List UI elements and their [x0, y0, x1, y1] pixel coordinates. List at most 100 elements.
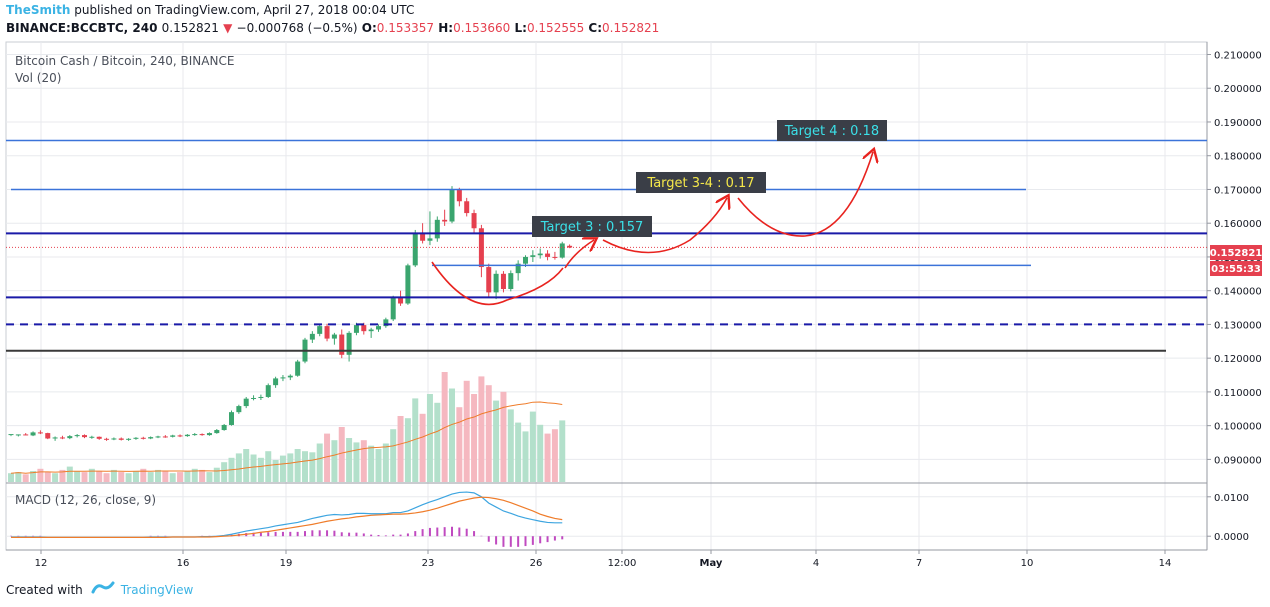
candle: [214, 429, 220, 434]
publish-line: TheSmith published on TradingView.com, A…: [6, 3, 414, 17]
candle: [45, 432, 51, 440]
candle-body: [148, 437, 154, 439]
candle: [545, 250, 551, 261]
candle-body: [537, 253, 543, 256]
published-text: published on TradingView.com, April 27, …: [70, 3, 415, 17]
candle-body: [449, 189, 455, 222]
macd-tick-label: 0.0000: [1214, 532, 1249, 543]
volume-bar: [515, 422, 522, 482]
candle: [559, 241, 565, 259]
candle: [471, 209, 477, 234]
candle-body: [508, 273, 514, 289]
volume-bar: [537, 424, 544, 482]
candle: [251, 395, 257, 401]
candle: [530, 250, 536, 262]
x-tick-label: 12:00: [608, 558, 637, 569]
candle-body: [500, 273, 506, 289]
volume-bar: [471, 394, 478, 482]
candle: [331, 332, 337, 345]
candle: [170, 434, 176, 438]
candle-body: [229, 412, 234, 425]
candle-body: [265, 385, 271, 397]
volume-bar: [52, 473, 59, 482]
candle: [199, 433, 205, 436]
candle-body: [118, 438, 124, 440]
author-link[interactable]: TheSmith: [6, 3, 71, 17]
candle-body: [552, 256, 558, 258]
candle-body: [15, 434, 21, 436]
candle: [405, 263, 411, 305]
y-tick-label: 0.090000: [1214, 455, 1262, 466]
y-tick-label: 0.160000: [1214, 219, 1262, 230]
candle: [118, 437, 124, 441]
candle-body: [331, 334, 337, 339]
candle: [258, 394, 264, 401]
candle: [111, 437, 117, 441]
y-tick-label: 0.170000: [1214, 185, 1262, 196]
volume-bar: [529, 411, 536, 482]
x-tick-label: 14: [1159, 558, 1172, 569]
candle: [15, 434, 21, 437]
candle-body: [368, 329, 374, 332]
x-tick-label: 7: [916, 558, 922, 569]
candle-body: [317, 326, 323, 334]
candle: [126, 438, 132, 441]
candle: [82, 434, 87, 439]
volume-bar: [110, 469, 117, 482]
volume-bar: [294, 449, 301, 482]
candle-body: [89, 436, 95, 438]
volume-bar: [287, 453, 294, 482]
volume-bar: [353, 442, 360, 482]
open-label: O:: [361, 21, 377, 35]
volume-bar: [184, 471, 191, 482]
candle: [464, 197, 470, 217]
volume-bar: [243, 449, 250, 482]
candle: [339, 329, 345, 359]
y-tick-label: 0.100000: [1214, 422, 1262, 433]
volume-bar: [434, 402, 441, 482]
candle-body: [236, 406, 242, 413]
candle-body: [199, 434, 205, 436]
volume-bar: [206, 472, 213, 482]
candle-body: [280, 377, 286, 379]
x-tick-label: 19: [280, 558, 293, 569]
volume-bar: [500, 391, 507, 482]
candle-body: [567, 245, 573, 248]
candle: [309, 331, 315, 343]
chart-title: Bitcoin Cash / Bitcoin, 240, BINANCE: [15, 54, 234, 68]
macd-legend: MACD (12, 26, close, 9): [15, 493, 156, 507]
target4-arrow: [737, 152, 873, 237]
candle-body: [221, 424, 227, 431]
candle: [162, 435, 168, 438]
candle-body: [140, 437, 146, 439]
candle-body: [45, 433, 51, 439]
ohlc-line: BINANCE:BCCBTC, 240 0.152821 ▼ −0.000768…: [6, 21, 659, 35]
volume-bar: [551, 429, 558, 482]
price-tag-box: [1210, 245, 1262, 260]
candle-body: [478, 228, 484, 268]
target-label: Target 3 : 0.157: [532, 216, 652, 237]
down-arrow-icon: ▼: [223, 21, 233, 35]
volume-bar: [507, 409, 514, 482]
volume-bar: [22, 474, 29, 482]
target34-arrow: [602, 198, 727, 254]
volume-bar: [360, 440, 367, 482]
candle: [140, 436, 146, 440]
volume-bar: [382, 443, 389, 482]
candle: [37, 430, 43, 435]
close-value: 0.152821: [602, 21, 660, 35]
candle: [243, 396, 249, 409]
candle: [273, 376, 279, 388]
candle: [229, 410, 234, 426]
target-label: Target 4 : 0.18: [777, 120, 887, 141]
created-with-label: Created with: [6, 582, 83, 597]
volume-bar: [88, 468, 95, 482]
candle: [67, 435, 73, 440]
tradingview-link[interactable]: TradingView: [120, 582, 194, 597]
x-tick-label: 12: [35, 558, 48, 569]
candle-body: [346, 332, 352, 355]
price-tag-text: 0.152821: [1210, 248, 1263, 259]
candle-body: [405, 265, 411, 304]
volume-bar: [449, 388, 455, 482]
